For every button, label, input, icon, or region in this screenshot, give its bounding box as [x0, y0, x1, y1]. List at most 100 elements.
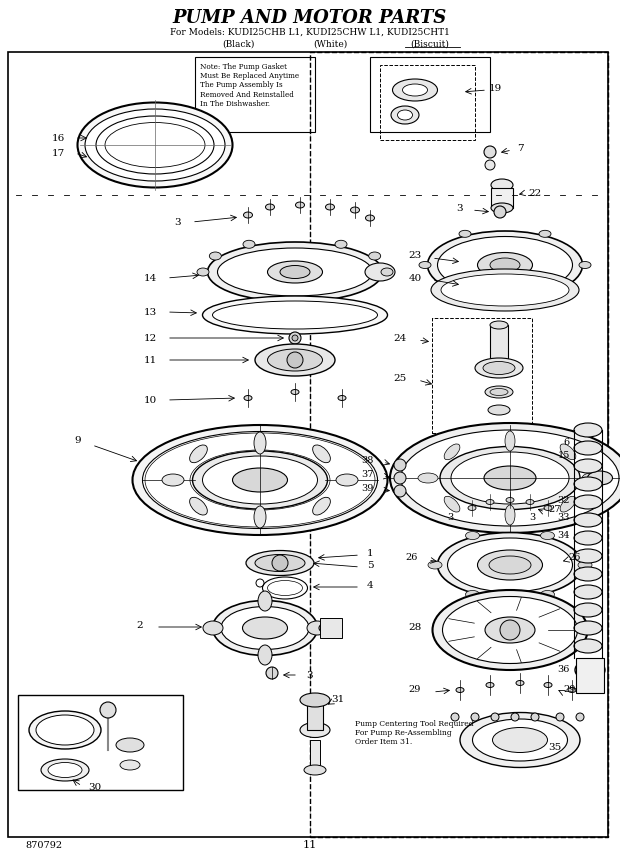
Text: 23: 23 [409, 251, 422, 259]
Circle shape [485, 160, 495, 170]
Ellipse shape [484, 466, 536, 490]
Ellipse shape [582, 473, 602, 483]
Ellipse shape [255, 555, 305, 572]
Ellipse shape [232, 468, 288, 492]
Ellipse shape [307, 621, 327, 635]
Ellipse shape [350, 207, 360, 213]
Ellipse shape [477, 253, 533, 277]
Ellipse shape [221, 607, 309, 650]
Bar [310, 52, 608, 837]
Circle shape [394, 485, 406, 497]
Ellipse shape [490, 258, 520, 272]
Text: 7: 7 [516, 144, 523, 152]
Text: 17: 17 [51, 148, 64, 158]
Bar [490, 325, 508, 365]
Ellipse shape [85, 109, 225, 181]
Ellipse shape [448, 538, 572, 592]
Ellipse shape [539, 230, 551, 237]
Text: 26: 26 [406, 554, 418, 562]
Ellipse shape [326, 204, 335, 210]
Text: 15: 15 [557, 450, 570, 460]
Ellipse shape [258, 645, 272, 665]
Bar [18, 695, 183, 790]
Circle shape [531, 713, 539, 721]
Ellipse shape [244, 395, 252, 401]
Text: 19: 19 [489, 84, 502, 92]
Text: 14: 14 [143, 274, 157, 282]
Ellipse shape [438, 236, 572, 294]
Ellipse shape [133, 425, 388, 535]
Ellipse shape [312, 445, 330, 463]
Ellipse shape [544, 506, 552, 510]
Text: 33: 33 [557, 514, 570, 522]
Ellipse shape [506, 497, 514, 502]
Ellipse shape [218, 248, 373, 296]
Ellipse shape [588, 471, 613, 485]
Ellipse shape [338, 395, 346, 401]
Text: 4: 4 [366, 580, 373, 590]
Ellipse shape [541, 532, 554, 539]
Circle shape [471, 713, 479, 721]
Ellipse shape [431, 269, 579, 311]
Ellipse shape [208, 242, 383, 302]
Ellipse shape [397, 110, 412, 120]
Ellipse shape [254, 432, 266, 454]
Ellipse shape [574, 531, 602, 545]
Text: For Models: KUDI25CHB L1, KUDI25CHW L1, KUDI25CHT1: For Models: KUDI25CHB L1, KUDI25CHW L1, … [170, 27, 450, 37]
Ellipse shape [574, 603, 602, 617]
Ellipse shape [213, 601, 317, 656]
Ellipse shape [574, 495, 602, 509]
Ellipse shape [265, 204, 275, 210]
Bar [576, 658, 604, 693]
Ellipse shape [41, 759, 89, 781]
Text: 34: 34 [557, 531, 570, 539]
Ellipse shape [433, 590, 588, 670]
Text: 10: 10 [143, 395, 157, 405]
Ellipse shape [490, 389, 508, 395]
Text: 37: 37 [361, 469, 373, 479]
Circle shape [394, 472, 406, 484]
Ellipse shape [489, 556, 531, 574]
Bar [491, 188, 513, 208]
Ellipse shape [203, 621, 223, 635]
Ellipse shape [267, 261, 322, 283]
Ellipse shape [280, 265, 310, 278]
Ellipse shape [428, 561, 442, 569]
Ellipse shape [456, 687, 464, 693]
Ellipse shape [29, 711, 101, 749]
Ellipse shape [203, 456, 317, 504]
Ellipse shape [544, 682, 552, 687]
Ellipse shape [300, 693, 330, 707]
Text: 3: 3 [175, 217, 181, 227]
Text: 29: 29 [564, 686, 576, 694]
Text: 16: 16 [51, 134, 64, 142]
Ellipse shape [116, 738, 144, 752]
Ellipse shape [491, 179, 513, 191]
Ellipse shape [120, 760, 140, 770]
Ellipse shape [505, 431, 515, 451]
Ellipse shape [296, 202, 304, 208]
Ellipse shape [300, 722, 330, 738]
Circle shape [451, 713, 459, 721]
Ellipse shape [466, 591, 479, 598]
Text: 30: 30 [89, 783, 102, 793]
Ellipse shape [242, 617, 288, 639]
Text: 22: 22 [528, 188, 542, 198]
Ellipse shape [143, 431, 378, 528]
Ellipse shape [505, 505, 515, 525]
Text: 3: 3 [307, 670, 313, 680]
Text: (Black): (Black) [222, 39, 254, 49]
Ellipse shape [516, 681, 524, 686]
Ellipse shape [312, 497, 330, 515]
Ellipse shape [255, 344, 335, 376]
Bar [432, 318, 532, 433]
Ellipse shape [438, 532, 583, 597]
Ellipse shape [526, 500, 534, 504]
Ellipse shape [468, 506, 476, 510]
Text: 38: 38 [361, 455, 373, 465]
Ellipse shape [444, 496, 460, 512]
Ellipse shape [440, 447, 580, 509]
Ellipse shape [574, 423, 602, 437]
Text: PUMP AND MOTOR PARTS: PUMP AND MOTOR PARTS [173, 9, 447, 27]
Ellipse shape [574, 513, 602, 527]
